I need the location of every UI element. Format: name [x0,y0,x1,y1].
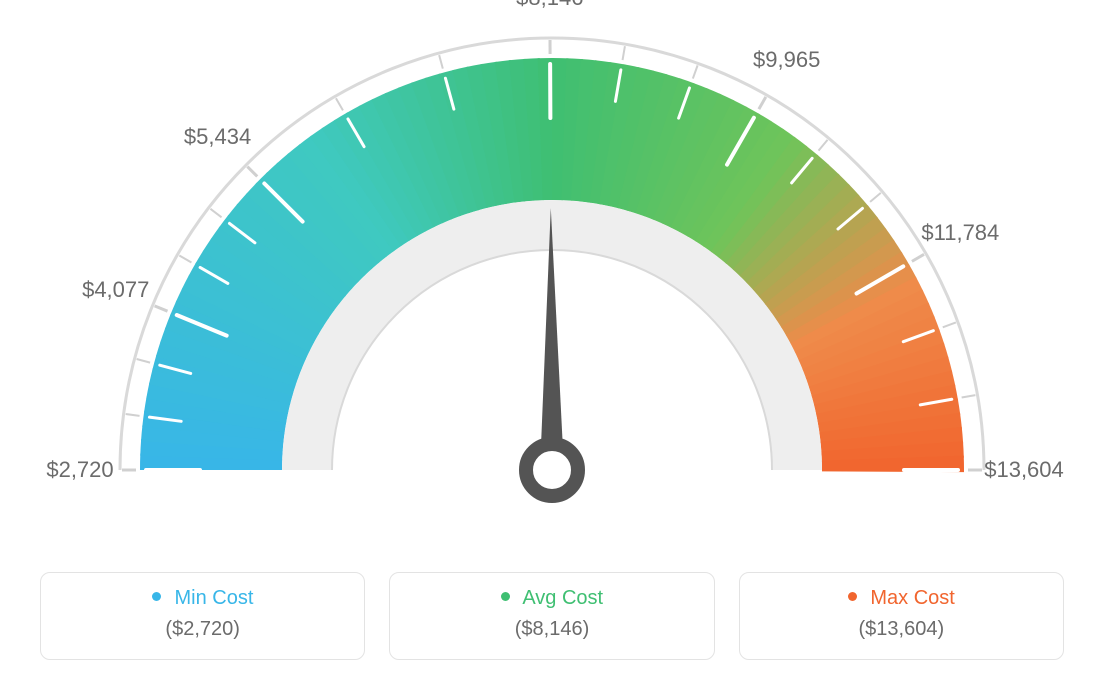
cost-gauge: $2,720 $4,077 $5,434 $8,146 $9,965 $11,784 $13… [0,0,1104,560]
summary-cards: Min Cost ($2,720) Avg Cost ($8,146) Max … [40,572,1064,660]
max-cost-label: Max Cost [870,587,954,609]
max-cost-dot [848,592,857,601]
gauge-tick-label: $8,146 [516,0,583,11]
max-cost-value: ($13,604) [750,618,1053,641]
avg-cost-card: Avg Cost ($8,146) [389,572,714,660]
gauge-tick-label: $2,720 [46,457,113,483]
avg-cost-title: Avg Cost [400,587,703,610]
min-cost-dot [152,592,161,601]
gauge-tick-label: $9,965 [753,47,820,73]
avg-cost-value: ($8,146) [400,618,703,641]
min-cost-label: Min Cost [174,587,253,609]
gauge-hub [526,444,578,496]
gauge-tick-label: $13,604 [984,457,1064,483]
max-cost-title: Max Cost [750,587,1053,610]
gauge-svg [0,0,1104,560]
gauge-tick-label: $4,077 [82,277,149,303]
gauge-tick-label: $11,784 [921,220,999,246]
min-cost-value: ($2,720) [51,618,354,641]
min-cost-card: Min Cost ($2,720) [40,572,365,660]
avg-cost-label: Avg Cost [522,587,603,609]
max-cost-card: Max Cost ($13,604) [739,572,1064,660]
min-cost-title: Min Cost [51,587,354,610]
avg-cost-dot [501,592,510,601]
gauge-tick-label: $5,434 [184,124,251,150]
